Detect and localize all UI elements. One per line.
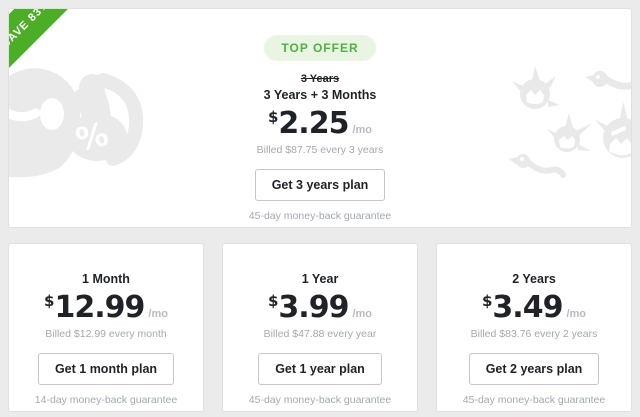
per-month-label: /mo bbox=[566, 308, 587, 320]
money-back-guarantee: 45-day money-back guarantee bbox=[248, 394, 392, 406]
old-term-strikethrough: 3 Years bbox=[300, 73, 340, 85]
top-offer-badge: TOP OFFER bbox=[264, 35, 376, 61]
plan-card-1-year: 1 Year $3.99/mo Billed $47.88 every year… bbox=[222, 243, 418, 412]
plan-card-1-month: 1 Month $12.99/mo Billed $12.99 every mo… bbox=[8, 243, 204, 412]
save-ribbon-label: SAVE 83% bbox=[9, 9, 84, 82]
money-back-guarantee: 45-day money-back guarantee bbox=[248, 210, 392, 222]
plan-term: 1 Year bbox=[301, 272, 339, 286]
get-3-years-plan-button[interactable]: Get 3 years plan bbox=[254, 169, 386, 201]
plan-card-2-years: 2 Years $3.49/mo Billed $83.76 every 2 y… bbox=[436, 243, 632, 412]
plans-row: 1 Month $12.99/mo Billed $12.99 every mo… bbox=[8, 243, 632, 412]
money-back-guarantee: 14-day money-back guarantee bbox=[34, 394, 178, 406]
money-back-guarantee: 45-day money-back guarantee bbox=[462, 394, 606, 406]
plan-term: 3 Years + 3 Months bbox=[263, 88, 377, 102]
top-offer-card: SAVE 83% % bbox=[8, 8, 632, 228]
get-1-year-plan-button[interactable]: Get 1 year plan bbox=[258, 353, 382, 385]
plan-term: 1 Month bbox=[82, 272, 130, 286]
billing-note: Billed $83.76 every 2 years bbox=[470, 328, 598, 340]
plan-price: $3.99/mo bbox=[223, 291, 417, 324]
plan-term: 2 Years bbox=[512, 272, 556, 286]
per-month-label: /mo bbox=[352, 124, 373, 136]
plan-price: $3.49/mo bbox=[437, 291, 631, 324]
price-amount: 3.49 bbox=[492, 290, 563, 325]
save-ribbon: SAVE 83% bbox=[9, 9, 93, 93]
price-amount: 12.99 bbox=[54, 290, 145, 325]
per-month-label: /mo bbox=[352, 308, 373, 320]
get-2-years-plan-button[interactable]: Get 2 years plan bbox=[468, 353, 600, 385]
currency-symbol: $ bbox=[267, 292, 278, 310]
price-amount: 2.25 bbox=[278, 106, 349, 141]
currency-symbol: $ bbox=[267, 108, 278, 126]
per-month-label: /mo bbox=[148, 308, 168, 320]
currency-symbol: $ bbox=[44, 292, 54, 310]
billing-note: Billed $87.75 every 3 years bbox=[256, 144, 384, 156]
currency-symbol: $ bbox=[481, 292, 492, 310]
billing-note: Billed $47.88 every year bbox=[263, 328, 377, 340]
get-1-month-plan-button[interactable]: Get 1 month plan bbox=[37, 353, 175, 385]
billing-note: Billed $12.99 every month bbox=[45, 328, 167, 340]
price-amount: 3.99 bbox=[278, 290, 349, 325]
plan-price: $2.25/mo bbox=[9, 107, 631, 140]
plan-price: $12.99/mo bbox=[9, 291, 203, 324]
